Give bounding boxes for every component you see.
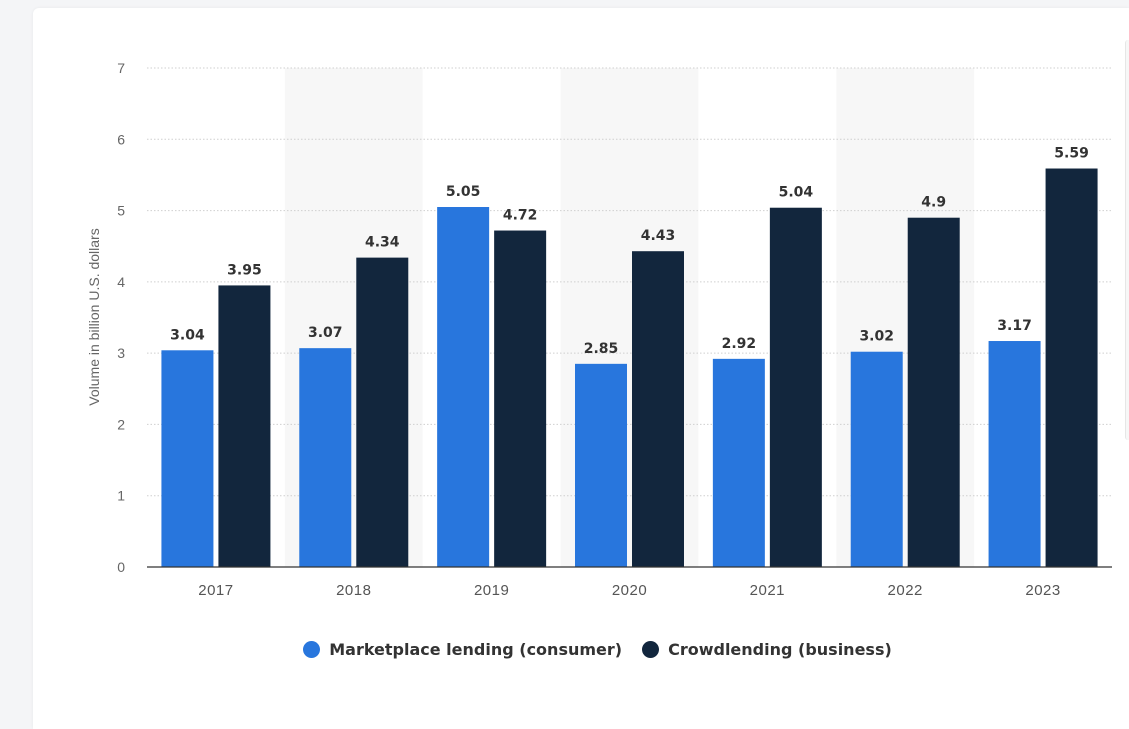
y-tick-label: 4 <box>117 274 125 290</box>
data-label: 2.92 <box>722 336 757 352</box>
bar <box>494 230 547 567</box>
data-label: 4.43 <box>641 228 676 244</box>
y-tick-label: 0 <box>117 559 125 575</box>
bar <box>850 351 903 567</box>
x-tick-label: 2019 <box>474 582 509 599</box>
bar <box>1045 168 1098 567</box>
bar <box>632 251 684 567</box>
data-labels: 3.04 3.95 3.07 4.34 5.05 4.72 2.85 4.43 2.92 5.04… <box>170 146 1089 357</box>
side-panel-edge <box>1125 40 1129 440</box>
legend-marker-crowdlending <box>642 641 660 658</box>
bar <box>299 348 352 567</box>
data-label: 3.02 <box>859 329 894 345</box>
bar <box>218 285 271 567</box>
legend-label-crowdlending: Crowdlending (business) <box>668 640 892 659</box>
data-label: 5.05 <box>446 184 481 200</box>
x-tick-label: 2018 <box>336 582 371 599</box>
y-tick-label: 5 <box>117 203 125 219</box>
bar <box>769 207 822 567</box>
bars <box>161 168 1098 567</box>
data-label: 3.17 <box>997 318 1032 334</box>
data-label: 5.04 <box>779 185 814 201</box>
bar <box>712 358 765 567</box>
bar <box>356 257 409 567</box>
data-label: 3.04 <box>170 327 205 343</box>
bar <box>988 341 1041 567</box>
data-label: 5.59 <box>1054 146 1089 162</box>
x-axis-ticks: 2017 2018 2019 2020 2021 2022 2023 <box>198 582 1060 599</box>
bar <box>575 363 627 567</box>
data-label: 2.85 <box>584 341 619 357</box>
y-tick-label: 7 <box>117 60 125 76</box>
legend-item-crowdlending[interactable]: Crowdlending (business) <box>642 640 892 659</box>
y-tick-label: 1 <box>117 488 125 504</box>
data-label: 4.34 <box>365 235 400 251</box>
legend: Marketplace lending (consumer) Crowdlend… <box>0 640 1129 659</box>
x-tick-label: 2022 <box>888 582 923 599</box>
data-label: 4.9 <box>921 195 946 211</box>
bar <box>161 350 214 567</box>
y-axis-ticks: 0 1 2 3 4 5 6 7 <box>117 60 125 575</box>
y-tick-label: 2 <box>117 416 125 432</box>
data-label: 4.72 <box>503 208 538 224</box>
x-tick-label: 2021 <box>750 582 785 599</box>
data-label: 3.95 <box>227 262 262 278</box>
bar <box>907 217 960 567</box>
data-label: 3.07 <box>308 325 343 341</box>
legend-marker-marketplace-lending <box>303 641 321 658</box>
legend-label-marketplace-lending: Marketplace lending (consumer) <box>329 640 623 659</box>
x-tick-label: 2020 <box>612 582 647 599</box>
y-tick-label: 3 <box>117 345 125 361</box>
x-tick-label: 2017 <box>198 582 233 599</box>
y-tick-label: 6 <box>117 131 125 147</box>
bar <box>437 207 490 567</box>
x-tick-label: 2023 <box>1025 582 1060 599</box>
y-axis-label: Volume in billion U.S. dollars <box>86 228 102 405</box>
legend-item-marketplace-lending[interactable]: Marketplace lending (consumer) <box>303 640 622 659</box>
